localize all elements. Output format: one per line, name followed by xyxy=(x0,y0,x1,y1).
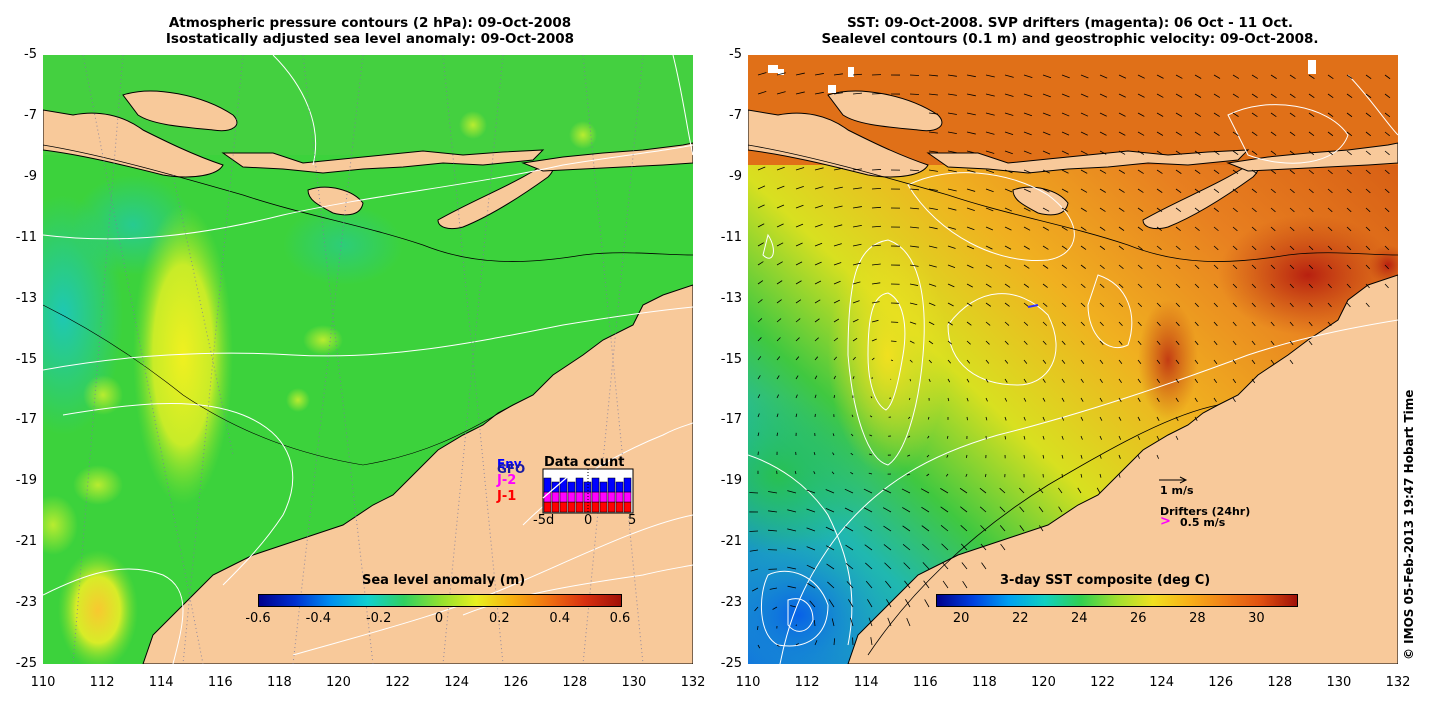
left-lat-tick: -9 xyxy=(24,168,37,184)
anomaly-high-south xyxy=(58,550,138,664)
inset-tick-0: 0 xyxy=(584,513,593,528)
drifters-arrow-icon: > xyxy=(1160,514,1171,529)
inset-legend-j1: J-1 xyxy=(497,489,517,504)
left-lon-tick: 130 xyxy=(621,675,647,690)
flores-islands xyxy=(521,142,693,172)
right-lat-tick: -25 xyxy=(720,656,742,671)
left-colorbar-tick: 0 xyxy=(434,611,444,626)
right-lat-tick: -21 xyxy=(720,534,742,550)
left-lon-tick: 132 xyxy=(680,675,706,690)
left-lon-tick: 114 xyxy=(148,675,174,690)
inset-legend-gfo: GFO xyxy=(497,462,526,476)
left-colorbar-title: Sea level anomaly (m) xyxy=(362,573,526,588)
right-lon-tick: 132 xyxy=(1385,675,1411,690)
left-colorbar-tick: 0.6 xyxy=(609,611,631,626)
left-lon-tick: 112 xyxy=(89,675,115,690)
bali-land xyxy=(122,90,238,132)
right-lon-tick: 126 xyxy=(1208,675,1234,690)
left-lon-tick: 126 xyxy=(503,675,529,690)
right-colorbar-tick: 22 xyxy=(1011,611,1029,626)
timor-land xyxy=(437,162,554,230)
right-lon-tick: 124 xyxy=(1149,675,1175,690)
right-lat-tick: -7 xyxy=(729,107,742,123)
inset-title: Data count xyxy=(544,455,625,470)
sst-colorbar xyxy=(936,594,1298,607)
right-lon-tick: 114 xyxy=(853,675,879,690)
java-land xyxy=(43,109,224,178)
right-colorbar-title: 3-day SST composite (deg C) xyxy=(1000,573,1211,588)
nusa-tenggara xyxy=(221,149,545,174)
drifters-label: Drifters (24hr) xyxy=(1160,505,1251,518)
australia-land-right xyxy=(847,274,1398,664)
left-lat-tick: -5 xyxy=(24,47,37,62)
right-lon-tick: 120 xyxy=(1031,675,1056,690)
right-lat-tick: -17 xyxy=(720,412,742,428)
right-lon-tick: 112 xyxy=(794,675,820,690)
left-colorbar-tick: -0.6 xyxy=(245,611,271,626)
left-colorbar-tick: 0.2 xyxy=(488,611,510,626)
left-lon-tick: 122 xyxy=(385,675,410,690)
left-lat-tick: -19 xyxy=(15,473,37,489)
right-colorbar-tick: 20 xyxy=(952,611,970,626)
right-lon-tick: 128 xyxy=(1267,675,1293,690)
left-lon-tick: 110 xyxy=(30,675,56,690)
left-lat-tick: -15 xyxy=(15,351,37,367)
left-colorbar-tick: 0.4 xyxy=(549,611,570,626)
right-lat-tick: -13 xyxy=(720,290,742,306)
left-lon-tick: 120 xyxy=(326,675,351,690)
left-title-line2: Isostatically adjusted sea level anomaly… xyxy=(165,31,575,47)
left-lat-tick: -23 xyxy=(15,595,37,611)
right-lat-tick: -23 xyxy=(720,595,742,611)
right-colorbar-tick: 30 xyxy=(1248,611,1265,626)
sst-map xyxy=(748,55,1398,664)
cold-eddy-sw xyxy=(748,535,888,664)
inset-legend-env: Env xyxy=(497,457,522,471)
right-colorbar-tick: 28 xyxy=(1189,611,1206,626)
left-lat-tick: -11 xyxy=(15,229,37,245)
right-lat-tick: -5 xyxy=(729,47,742,62)
imos-credit: © IMOS 05-Feb-2013 19:47 Hobart Time xyxy=(1402,389,1416,660)
left-lon-tick: 118 xyxy=(266,675,292,690)
left-title-line1: Atmospheric pressure contours (2 hPa): 0… xyxy=(168,15,572,31)
right-lon-tick: 110 xyxy=(735,675,761,690)
left-lon-tick: 128 xyxy=(562,675,588,690)
right-lat-tick: -15 xyxy=(720,351,742,367)
left-lat-tick: -25 xyxy=(15,656,37,671)
data-count-histogram xyxy=(542,468,634,514)
left-lat-tick: -7 xyxy=(24,107,37,123)
right-title-line2: Sealevel contours (0.1 m) and geostrophi… xyxy=(821,31,1319,47)
right-lon-tick: 130 xyxy=(1326,675,1352,690)
sumba-land xyxy=(307,186,364,216)
right-lon-tick: 116 xyxy=(912,675,938,690)
left-lat-tick: -21 xyxy=(15,534,37,550)
velocity-scale-label: 1 m/s xyxy=(1160,484,1194,497)
inset-legend-j2: J-2 xyxy=(497,473,517,488)
sea-level-colorbar xyxy=(258,594,622,607)
sea-level-anomaly-map xyxy=(43,55,693,664)
right-title-line1: SST: 09-Oct-2008. SVP drifters (magenta)… xyxy=(847,15,1293,31)
right-colorbar-tick: 24 xyxy=(1070,611,1088,626)
right-lat-tick: -19 xyxy=(720,473,742,489)
drifters-speed-label: 0.5 m/s xyxy=(1180,516,1226,529)
inset-tick-minus5d: -5d xyxy=(533,513,555,528)
right-lon-tick: 118 xyxy=(971,675,997,690)
right-colorbar-tick: 26 xyxy=(1130,611,1147,626)
anomaly-high-central xyxy=(133,205,233,505)
left-colorbar-tick: -0.4 xyxy=(305,611,332,626)
left-lat-tick: -13 xyxy=(15,290,37,306)
right-lat-tick: -11 xyxy=(720,229,742,245)
right-lat-tick: -9 xyxy=(729,168,742,184)
left-colorbar-tick: -0.2 xyxy=(365,611,392,626)
velocity-scale-arrow xyxy=(1159,476,1188,484)
right-lon-tick: 122 xyxy=(1090,675,1115,690)
inset-tick-5: 5 xyxy=(628,513,637,528)
left-lon-tick: 124 xyxy=(444,675,470,690)
left-lat-tick: -17 xyxy=(15,412,37,428)
left-lon-tick: 116 xyxy=(207,675,233,690)
